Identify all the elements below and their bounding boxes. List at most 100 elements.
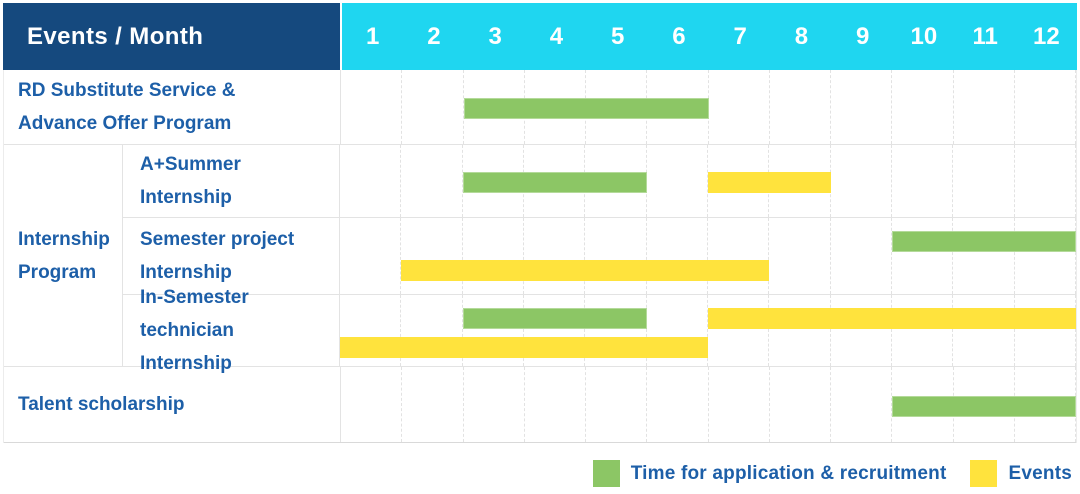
table-row: RD Substitute Service & Advance Offer Pr… [4,70,1076,145]
grid-cell [954,70,1015,144]
month-header-strip: 1 2 3 4 5 6 7 8 9 10 11 12 [342,3,1077,70]
grid-cell [524,218,586,294]
row-label-semester-project: Semester project Internship [123,218,340,294]
grid-cell [769,218,831,294]
gantt-track [340,145,1076,217]
gantt-bar-events [708,308,1076,329]
month-header-cell: 7 [733,22,747,50]
grid-cell [401,145,463,217]
grid-cell [892,145,954,217]
month-header-cell: 9 [855,22,870,50]
row-label-line: technician Internship [140,320,234,374]
grid-cell [340,218,402,294]
grid-cell [463,218,524,294]
grid-cell [647,218,708,294]
row-label-line: Internship [140,262,232,283]
gantt-bar-recruitment [462,172,647,193]
grid-cell [708,218,770,294]
grid-cell [585,218,647,294]
row-label-line: In-Semester [140,287,249,308]
legend-label: Time for application & recruitment [630,462,947,484]
grid-cell [953,145,1015,217]
row-label-line: A+Summer [140,154,241,175]
row-label-line: Internship [140,187,232,208]
grid-cell [401,295,463,366]
legend: Time for application & recruitment Event… [592,460,1072,487]
month-header-cell: 6 [672,22,686,50]
month-header-cell: 8 [794,22,809,50]
legend-label: Events [1008,462,1072,484]
row-label-rd-substitute: RD Substitute Service & Advance Offer Pr… [4,70,341,144]
grid-cell [340,145,402,217]
month-header-cell: 5 [610,22,625,50]
gantt-bar-recruitment [463,98,709,119]
grid-cell [402,70,464,144]
recruitment-swatch-icon [592,460,620,487]
month-header-cell: 3 [488,22,502,50]
events-swatch-icon [970,460,998,487]
gantt-bar-events [401,260,770,281]
internship-program-group: Internship Program A+Summer Internship S… [4,145,1076,374]
group-rows: A+Summer Internship Semester project Int… [123,145,1076,374]
grid-cell [709,367,770,442]
month-header-cell: 2 [427,22,441,50]
grid-cell [647,295,708,366]
gantt-body: RD Substitute Service & Advance Offer Pr… [3,70,1077,443]
grid-cell [831,218,892,294]
grid-cell [708,295,770,366]
gantt-track [340,218,1076,294]
grid-cell [769,295,831,366]
grid-cell [770,367,831,442]
grid-cell [892,218,954,294]
grid-cell [831,295,892,366]
gantt-bar-recruitment [892,231,1076,252]
grid-cell [585,295,647,366]
grid-cell [709,70,770,144]
grid-cell [586,367,648,442]
gantt-bar-events [708,172,831,193]
group-label-line: Program [18,261,97,283]
grid-cell [831,145,892,217]
grid-cell [340,295,402,366]
row-label-line: RD Substitute Service & [18,80,236,101]
month-header-cell: 10 [910,22,938,50]
grid-cell [953,295,1015,366]
row-label-in-semester-technician: In-Semester technician Internship [123,287,340,374]
gantt-track [341,70,1076,144]
gantt-track [340,295,1076,366]
grid-cell [402,367,464,442]
grid-cell [831,70,893,144]
month-header-cell: 1 [365,22,380,50]
grid-cell [647,367,709,442]
group-label-internship-program: Internship Program [4,145,123,367]
grid-cell [464,367,525,442]
grid-cell [770,70,831,144]
gantt-bar-recruitment [892,395,1076,417]
page-title: Events / Month [27,22,204,50]
row-label-a-plus-summer: A+Summer Internship [123,145,340,217]
row-label-line: Talent scholarship [18,394,185,415]
grid-cell [1015,218,1076,294]
grid-cell [341,367,403,442]
table-row: Talent scholarship [4,367,1076,443]
row-label-talent-scholarship: Talent scholarship [4,367,341,442]
grid-cell [953,218,1015,294]
legend-item-events: Events [970,460,1072,487]
grid-cell [463,295,524,366]
row-label-line: Advance Offer Program [18,113,232,134]
row-label-line: Semester project [140,229,295,250]
grid-cell [647,145,708,217]
table-row: A+Summer Internship [123,145,1076,218]
grid-cell [401,218,463,294]
grid-cell [831,367,893,442]
grid-cell [892,70,954,144]
legend-item-recruitment: Time for application & recruitment [592,460,947,487]
gantt-track [341,367,1076,442]
grid-cell [892,295,954,366]
grid-cell [1015,145,1076,217]
gantt-table: Events / Month 1 2 3 4 5 6 7 8 9 10 11 12 RD Substi… [3,3,1077,443]
header-title-cell: Events / Month [3,3,340,70]
grid-cell [525,367,586,442]
gantt-bar-events [340,337,708,358]
